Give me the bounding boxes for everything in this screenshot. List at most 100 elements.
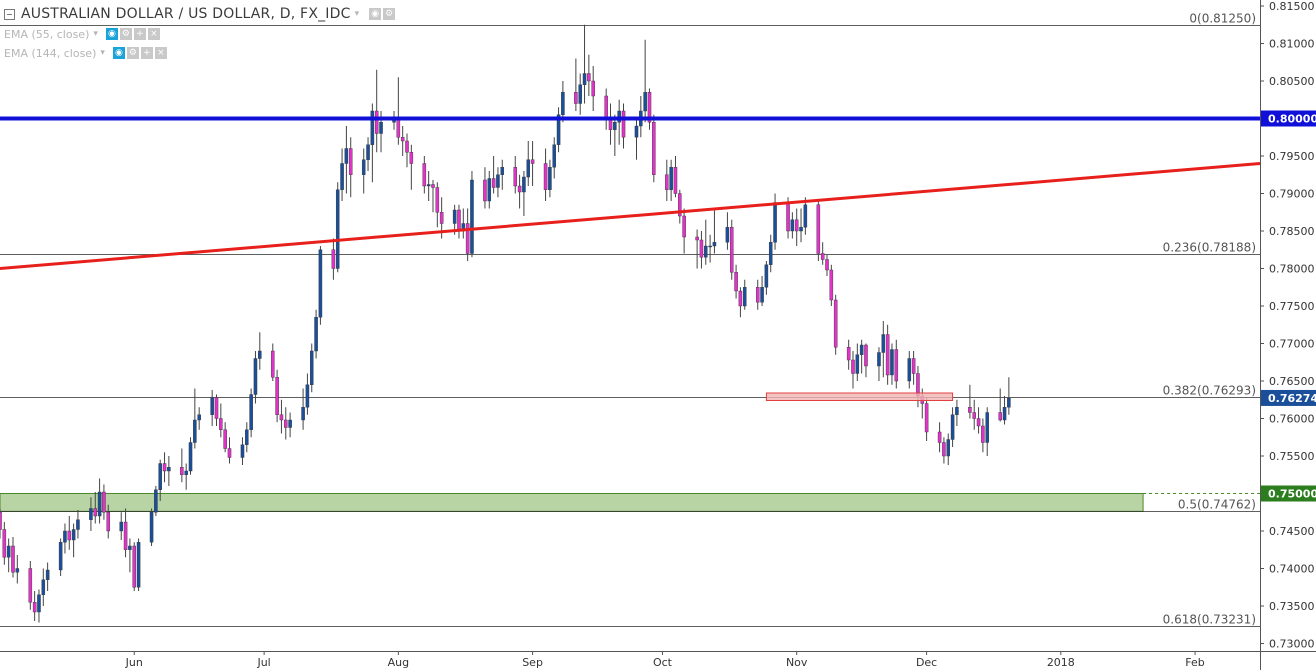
- y-tick-label: 0.73000: [1269, 638, 1315, 651]
- add-icon[interactable]: +: [140, 47, 153, 59]
- fib-level-label: 0.618(0.73231): [1163, 613, 1256, 627]
- candle-body: [439, 212, 444, 224]
- collapse-icon[interactable]: [4, 8, 15, 20]
- candle-body: [950, 414, 955, 440]
- candle-body: [942, 442, 946, 457]
- candle-body: [366, 144, 370, 160]
- x-tick-label: Dec: [916, 656, 937, 669]
- candle-body: [400, 137, 405, 142]
- candle-body: [890, 349, 894, 376]
- candle-body: [582, 73, 587, 85]
- candle-body: [829, 269, 834, 301]
- x-tick-label: Sep: [522, 656, 543, 669]
- candle-body: [695, 236, 699, 241]
- candle-body: [634, 125, 639, 138]
- close-icon[interactable]: ×: [147, 28, 160, 40]
- candle-body: [543, 163, 548, 190]
- support-zone: [0, 493, 1144, 512]
- indicator-label[interactable]: EMA (144, close): [4, 46, 97, 60]
- candle-body: [526, 159, 531, 178]
- candle-body: [708, 245, 712, 248]
- y-tick-label: 0.74000: [1269, 563, 1315, 576]
- candle-body: [738, 290, 743, 307]
- chevron-down-icon[interactable]: ▾: [354, 9, 360, 19]
- candle-body: [725, 227, 730, 243]
- candle-body: [457, 209, 461, 232]
- gear-icon[interactable]: ⚙: [126, 47, 139, 59]
- candle-body: [985, 412, 989, 443]
- candle-body: [803, 204, 808, 228]
- y-tick-label: 0.76500: [1269, 375, 1315, 388]
- candle-body: [344, 148, 349, 164]
- candle-body: [820, 253, 825, 260]
- trend-line: [0, 162, 1261, 270]
- candle-body: [314, 317, 318, 352]
- support-price-tag: 0.75000: [1268, 488, 1316, 501]
- candle-body: [253, 358, 258, 395]
- y-tick-label: 0.75500: [1269, 450, 1315, 463]
- chevron-down-icon[interactable]: ▾: [93, 29, 98, 39]
- legend-indicator-row: EMA (144, close) ▾ ◉ ⚙ + ×: [4, 45, 167, 61]
- candle-body: [214, 397, 219, 419]
- candle-body: [968, 407, 972, 413]
- candle-body: [240, 444, 245, 458]
- indicator-label[interactable]: EMA (55, close): [4, 27, 90, 41]
- candle-body: [1002, 407, 1007, 421]
- candle-body: [530, 159, 535, 164]
- candle-body: [699, 239, 704, 258]
- candle-body: [881, 334, 886, 353]
- eye-icon[interactable]: ◉: [369, 8, 382, 20]
- candle-body: [522, 176, 526, 193]
- fib-level-label: 0.382(0.76293): [1163, 384, 1256, 398]
- candle-body: [71, 529, 76, 541]
- candle-body: [335, 189, 340, 269]
- candle-body: [465, 223, 470, 254]
- candle-body: [6, 545, 11, 558]
- candle-body: [855, 354, 860, 374]
- close-icon[interactable]: ×: [154, 47, 167, 59]
- candle-body: [271, 350, 275, 378]
- candle-body: [799, 227, 803, 232]
- candle-body: [548, 167, 552, 190]
- candle-body: [452, 209, 457, 224]
- candle-body: [258, 350, 262, 359]
- candle-body: [911, 358, 916, 374]
- candle-body: [431, 184, 435, 188]
- x-tick-label: Jun: [125, 656, 143, 669]
- chevron-down-icon[interactable]: ▾: [100, 48, 105, 58]
- candle-body: [470, 179, 474, 254]
- candle-body: [885, 334, 890, 376]
- gear-icon[interactable]: ⚙: [119, 28, 132, 40]
- y-tick-label: 0.77000: [1269, 338, 1315, 351]
- candle-body: [643, 92, 647, 112]
- candle-body: [647, 92, 652, 123]
- candle-body: [712, 242, 717, 247]
- candle-body: [11, 545, 15, 573]
- candle-body: [894, 349, 899, 382]
- current-price-tag: 0.76274: [1268, 392, 1316, 405]
- gear-icon[interactable]: ⚙: [383, 8, 396, 20]
- y-tick-label: 0.79000: [1269, 188, 1315, 201]
- candle-body: [0, 512, 2, 530]
- candle-body: [816, 204, 821, 254]
- candle-body: [500, 167, 505, 175]
- candle-body: [768, 242, 773, 265]
- candle-body: [773, 202, 777, 243]
- eye-icon[interactable]: ◉: [112, 47, 125, 59]
- candle-body: [119, 521, 123, 532]
- legend-indicator-row: EMA (55, close) ▾ ◉ ⚙ + ×: [4, 26, 160, 42]
- candle-body: [678, 193, 682, 217]
- candle-body: [669, 167, 673, 190]
- add-icon[interactable]: +: [133, 28, 146, 40]
- candle-body: [197, 414, 201, 421]
- candle-body: [786, 202, 790, 232]
- fib-level-label: 0(0.81250): [1189, 12, 1256, 26]
- candle-body: [587, 73, 591, 82]
- x-tick-label: 2018: [1047, 656, 1075, 669]
- y-tick-label: 0.79500: [1269, 150, 1315, 163]
- resistance-price-tag-bg: [1261, 110, 1316, 127]
- candle-body: [37, 594, 41, 613]
- eye-icon[interactable]: ◉: [105, 28, 118, 40]
